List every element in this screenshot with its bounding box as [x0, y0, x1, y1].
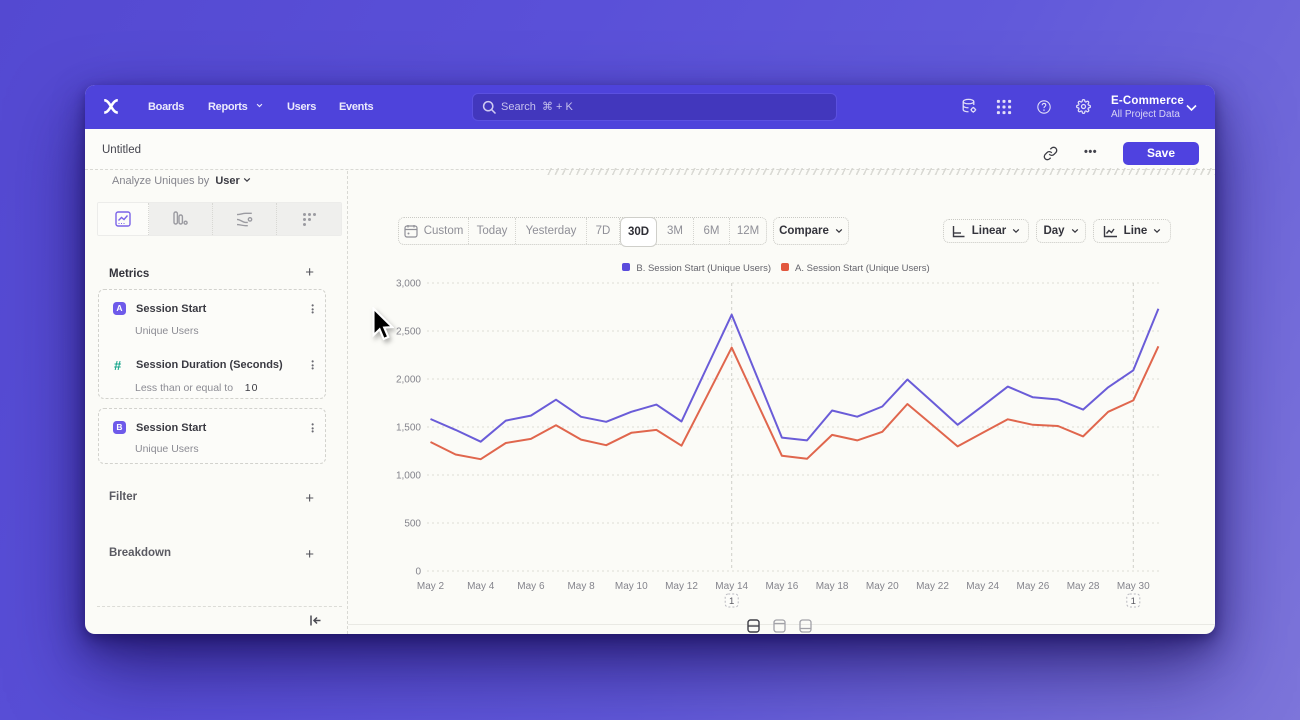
svg-text:1: 1 [729, 596, 734, 607]
svg-text:May 18: May 18 [816, 581, 849, 592]
svg-text:May 2: May 2 [417, 581, 445, 592]
svg-text:May 8: May 8 [567, 581, 595, 592]
svg-text:2,000: 2,000 [396, 375, 421, 386]
svg-text:May 24: May 24 [966, 581, 999, 592]
svg-text:May 4: May 4 [467, 581, 495, 592]
svg-text:1: 1 [1131, 596, 1136, 607]
svg-text:May 30: May 30 [1117, 581, 1150, 592]
svg-text:May 14: May 14 [715, 581, 748, 592]
svg-text:1,500: 1,500 [396, 423, 421, 434]
svg-text:1,000: 1,000 [396, 471, 421, 482]
svg-text:May 10: May 10 [615, 581, 648, 592]
svg-text:May 16: May 16 [766, 581, 799, 592]
svg-text:May 12: May 12 [665, 581, 698, 592]
svg-text:2,500: 2,500 [396, 327, 421, 338]
svg-text:May 28: May 28 [1067, 581, 1100, 592]
svg-text:May 6: May 6 [517, 581, 545, 592]
svg-text:May 22: May 22 [916, 581, 949, 592]
svg-text:3,000: 3,000 [396, 279, 421, 290]
svg-text:May 20: May 20 [866, 581, 899, 592]
svg-text:0: 0 [415, 567, 421, 578]
svg-text:500: 500 [404, 519, 421, 530]
svg-text:May 26: May 26 [1017, 581, 1050, 592]
